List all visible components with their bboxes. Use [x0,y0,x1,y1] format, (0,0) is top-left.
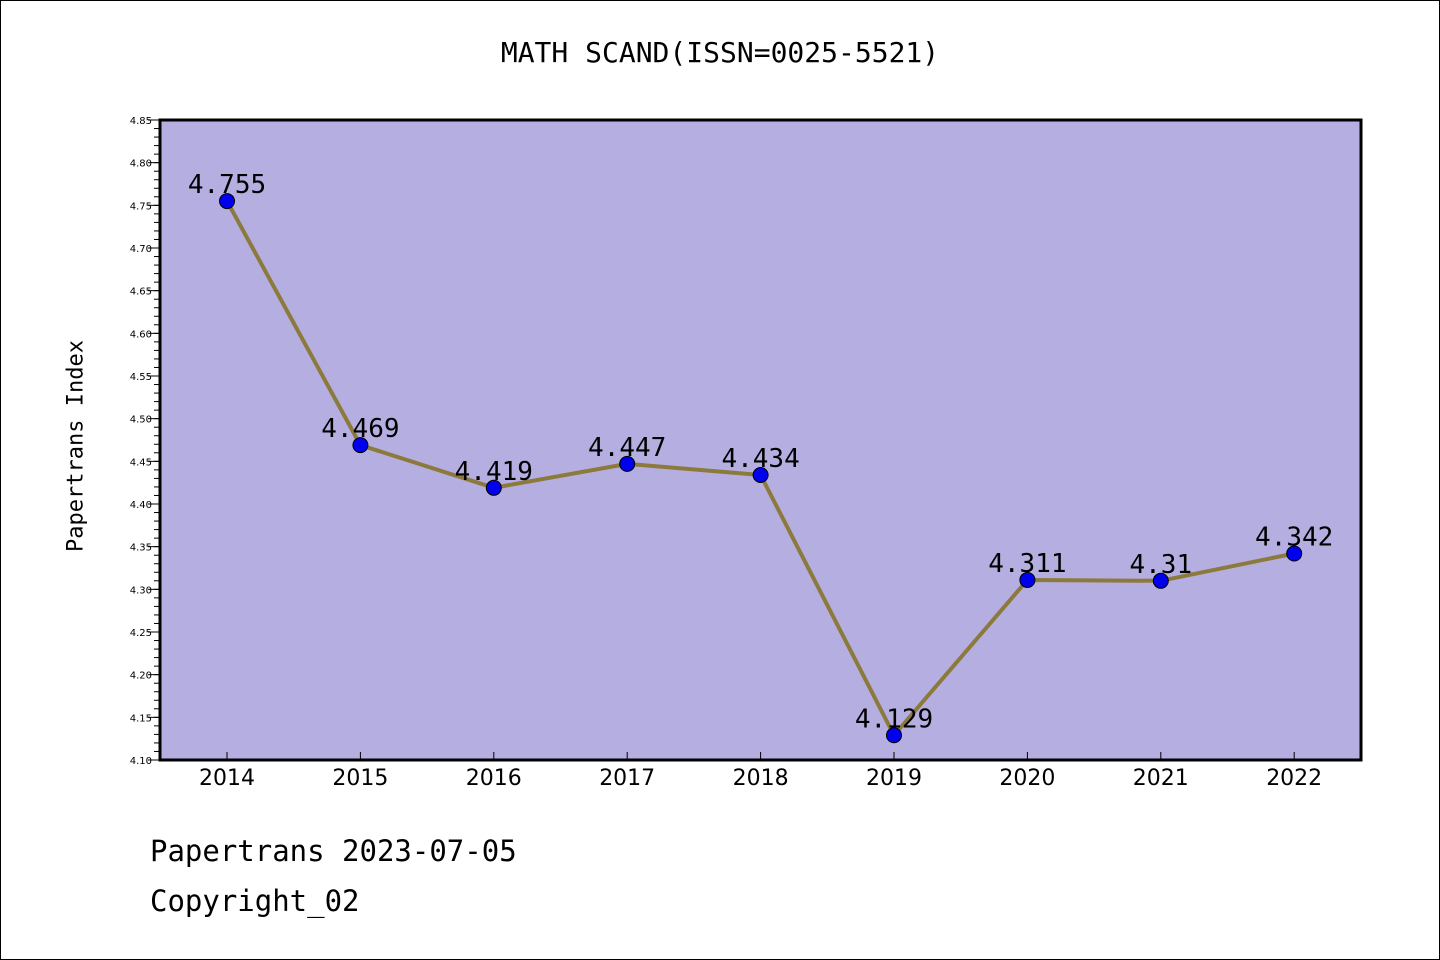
data-point [1019,571,1036,588]
data-point [886,727,902,744]
x-tick-label: 2019 [866,766,922,791]
y-tick-label: 4.55 [130,372,152,383]
x-tick-label: 2021 [1133,766,1189,791]
x-tick-label: 2016 [466,766,522,791]
y-tick-label: 4.25 [130,628,152,639]
data-point [619,455,636,472]
data-label: 4.434 [721,444,799,474]
data-point [1286,545,1303,562]
data-label: 4.342 [1255,522,1333,552]
data-point [1152,572,1169,589]
y-tick-label: 4.65 [130,287,152,298]
data-label: 4.31 [1129,550,1192,580]
data-label: 4.755 [188,170,266,200]
chart-title: MATH SCAND(ISSN=0025-5521) [500,36,940,69]
data-point [485,479,502,496]
data-label: 4.311 [988,549,1066,579]
data-point [752,466,769,483]
y-tick-label: 4.75 [130,201,152,212]
y-tick-label: 4.60 [130,329,152,340]
y-tick-label: 4.30 [130,585,152,596]
x-tick-label: 2018 [733,766,789,791]
data-label: 4.447 [588,433,666,463]
y-tick-label: 4.20 [130,671,152,682]
y-tick-label: 4.85 [130,116,152,127]
y-tick-label: 4.45 [130,457,152,468]
y-tick-label: 4.10 [130,756,152,767]
y-tick-label: 4.40 [130,500,152,511]
x-tick-label: 2020 [999,766,1055,791]
x-tick-label: 2022 [1266,766,1322,791]
data-point [352,437,369,454]
x-tick-label: 2014 [199,766,255,791]
data-point [219,193,235,210]
y-tick-label: 4.80 [130,159,152,170]
y-tick-label: 4.35 [130,543,152,554]
footer-copyright: Copyright_02 [150,884,360,918]
data-label: 4.129 [855,704,933,734]
y-tick-label: 4.70 [130,244,152,255]
y-tick-label: 4.50 [130,415,152,426]
x-tick-label: 2017 [599,766,655,791]
data-label: 4.419 [455,457,533,487]
x-tick-label: 2015 [332,766,388,791]
plot-border [158,118,1363,762]
data-label: 4.469 [321,414,399,444]
y-tick-label: 4.15 [130,713,152,724]
footer-date: Papertrans 2023-07-05 [150,834,517,868]
